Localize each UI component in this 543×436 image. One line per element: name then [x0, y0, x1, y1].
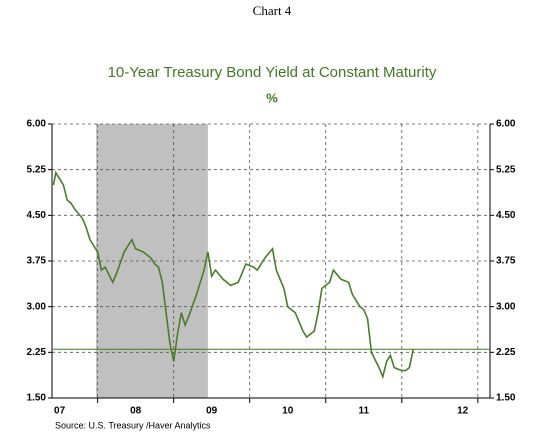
y-tick-label: 5.25 — [27, 164, 47, 175]
chart-title: 10-Year Treasury Bond Yield at Constant … — [108, 64, 437, 81]
y2-tick-label: 6.00 — [496, 119, 516, 130]
y2-tick-label: 1.50 — [496, 393, 516, 404]
chart-header: Chart 4 — [253, 3, 292, 18]
x-tick-label: 12 — [457, 406, 469, 417]
y-tick-label: 2.25 — [27, 347, 47, 358]
y2-tick-label: 2.25 — [496, 347, 516, 358]
y2-tick-label: 3.00 — [496, 301, 516, 312]
y-tick-label: 6.00 — [27, 119, 47, 130]
source-note: Source: U.S. Treasury /Haver Analytics — [55, 420, 211, 430]
y-tick-label: 1.50 — [27, 393, 47, 404]
x-tick-label: 07 — [54, 406, 66, 417]
y2-tick-label: 3.75 — [496, 256, 516, 267]
x-tick-label: 11 — [358, 406, 369, 417]
x-tick-label: 09 — [206, 406, 218, 417]
x-tick-label: 08 — [130, 406, 142, 417]
y2-tick-label: 5.25 — [496, 164, 516, 175]
y-tick-label: 3.75 — [27, 256, 47, 267]
y2-tick-label: 4.50 — [496, 210, 516, 221]
y-tick-label: 4.50 — [27, 210, 47, 221]
chart-subtitle: % — [266, 90, 278, 105]
x-tick-label: 10 — [282, 406, 294, 417]
data-line — [52, 170, 414, 380]
y-tick-label: 3.00 — [27, 301, 47, 312]
